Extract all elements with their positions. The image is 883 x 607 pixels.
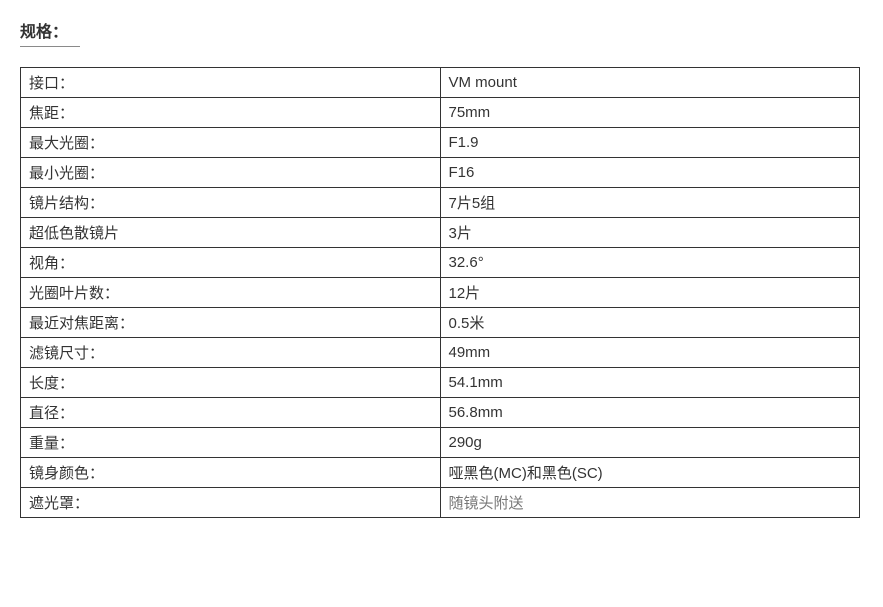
table-row: 视角：32.6° [21, 248, 860, 278]
spec-label: 重量： [21, 428, 441, 458]
spec-value: 3片 [440, 218, 860, 248]
table-row: 最近对焦距离：0.5米 [21, 308, 860, 338]
spec-label: 超低色散镜片 [21, 218, 441, 248]
spec-value: 32.6° [440, 248, 860, 278]
spec-label: 视角： [21, 248, 441, 278]
section-title: 规格： [20, 18, 80, 47]
spec-value: 49mm [440, 338, 860, 368]
spec-value: 7片5组 [440, 188, 860, 218]
spec-table-body: 接口：VM mount焦距：75mm最大光圈：F1.9最小光圈：F16镜片结构：… [21, 68, 860, 518]
spec-value: 56.8mm [440, 398, 860, 428]
spec-label: 长度： [21, 368, 441, 398]
spec-label: 镜片结构： [21, 188, 441, 218]
spec-value: 54.1mm [440, 368, 860, 398]
spec-label: 最近对焦距离： [21, 308, 441, 338]
spec-value: 290g [440, 428, 860, 458]
spec-value: 0.5米 [440, 308, 860, 338]
spec-label: 直径： [21, 398, 441, 428]
spec-value: 哑黑色(MC)和黑色(SC) [440, 458, 860, 488]
table-row: 镜片结构：7片5组 [21, 188, 860, 218]
spec-value: F16 [440, 158, 860, 188]
spec-label: 接口： [21, 68, 441, 98]
spec-value: 75mm [440, 98, 860, 128]
table-row: 重量：290g [21, 428, 860, 458]
spec-label: 焦距： [21, 98, 441, 128]
spec-label: 光圈叶片数： [21, 278, 441, 308]
table-row: 滤镜尺寸：49mm [21, 338, 860, 368]
spec-value: 12片 [440, 278, 860, 308]
table-row: 超低色散镜片3片 [21, 218, 860, 248]
spec-value: F1.9 [440, 128, 860, 158]
table-row: 最小光圈：F16 [21, 158, 860, 188]
spec-label: 滤镜尺寸： [21, 338, 441, 368]
spec-label: 镜身颜色： [21, 458, 441, 488]
spec-label: 遮光罩： [21, 488, 441, 518]
table-row: 最大光圈：F1.9 [21, 128, 860, 158]
spec-value: 随镜头附送 [440, 488, 860, 518]
table-row: 镜身颜色：哑黑色(MC)和黑色(SC) [21, 458, 860, 488]
table-row: 遮光罩：随镜头附送 [21, 488, 860, 518]
spec-label: 最小光圈： [21, 158, 441, 188]
table-row: 接口：VM mount [21, 68, 860, 98]
table-row: 直径：56.8mm [21, 398, 860, 428]
spec-value: VM mount [440, 68, 860, 98]
table-row: 光圈叶片数：12片 [21, 278, 860, 308]
spec-label: 最大光圈： [21, 128, 441, 158]
spec-table: 接口：VM mount焦距：75mm最大光圈：F1.9最小光圈：F16镜片结构：… [20, 67, 860, 518]
table-row: 长度：54.1mm [21, 368, 860, 398]
table-row: 焦距：75mm [21, 98, 860, 128]
